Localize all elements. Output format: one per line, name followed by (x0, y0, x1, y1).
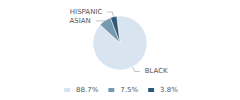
svg-text:BLACK: BLACK (145, 67, 168, 75)
svg-text:HISPANIC: HISPANIC (70, 8, 103, 16)
svg-text:88.7%: 88.7% (76, 86, 99, 94)
svg-text:ASIAN: ASIAN (69, 17, 90, 25)
svg-text:3.8%: 3.8% (160, 86, 178, 94)
svg-text:7.5%: 7.5% (120, 86, 138, 94)
